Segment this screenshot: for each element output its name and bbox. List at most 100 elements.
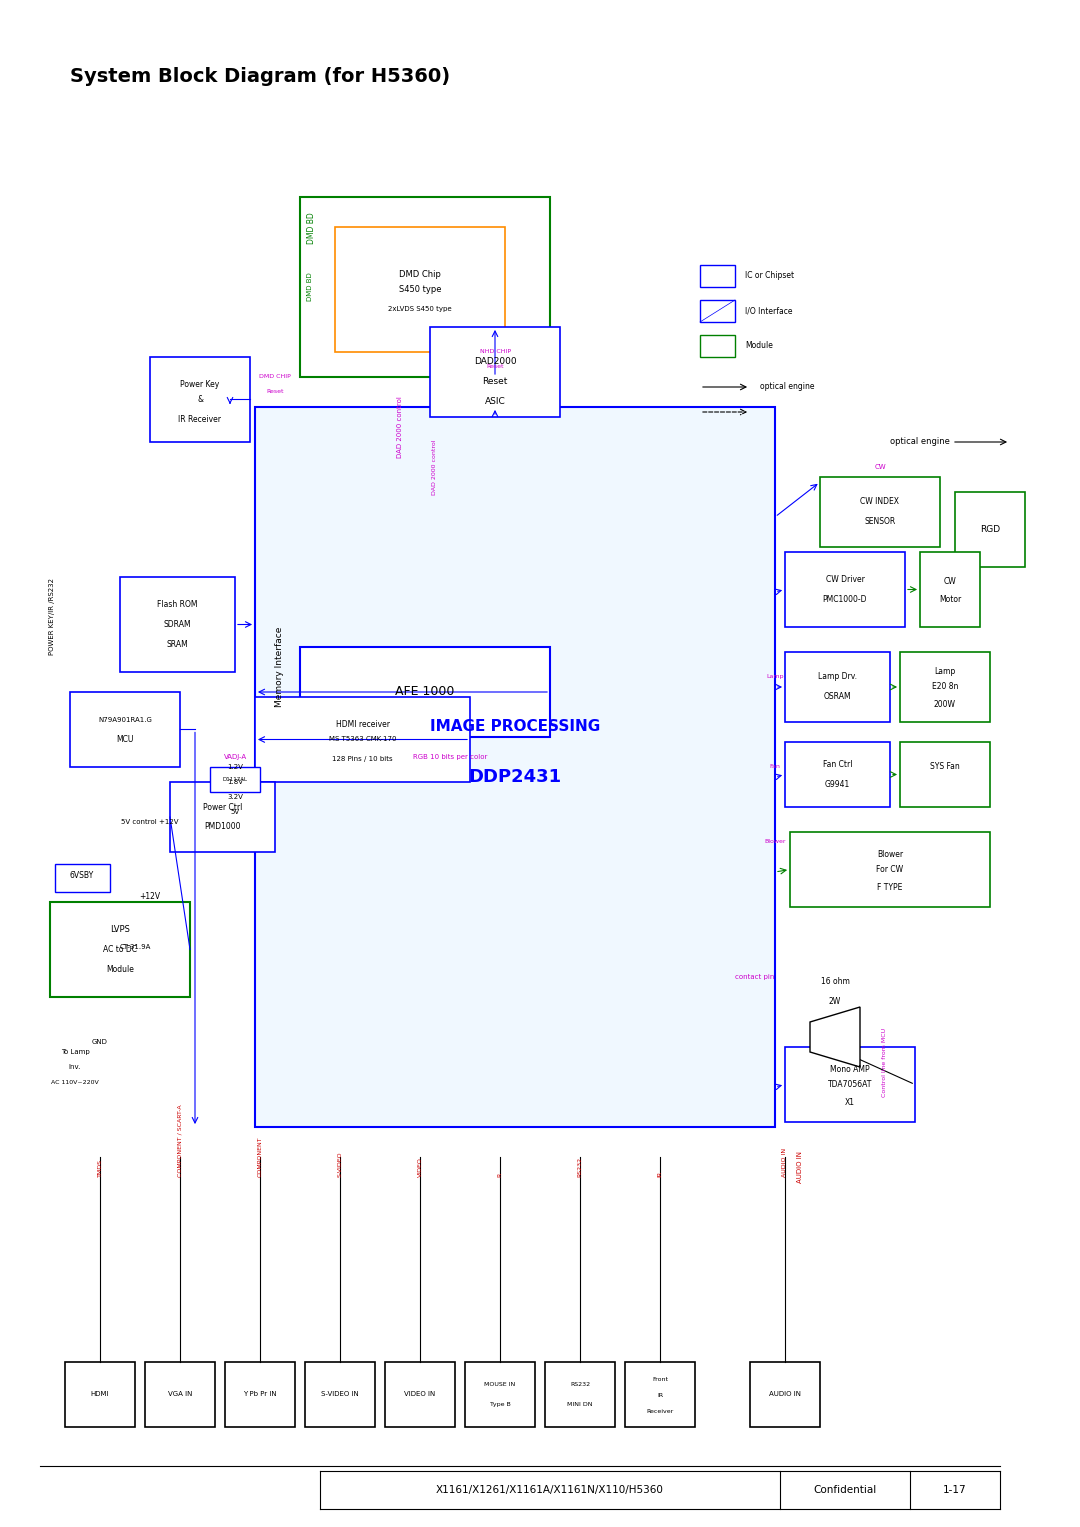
Text: AFE 1000: AFE 1000: [395, 686, 455, 698]
Text: NHD CHIP: NHD CHIP: [480, 350, 511, 354]
Text: TDA7056AT: TDA7056AT: [827, 1080, 873, 1089]
Text: Blower: Blower: [877, 851, 903, 860]
Text: &: &: [197, 395, 203, 405]
Text: VGA IN: VGA IN: [167, 1391, 192, 1397]
Text: Fan: Fan: [770, 765, 781, 770]
Text: AC to DC: AC to DC: [103, 945, 137, 954]
Text: E20 8n: E20 8n: [932, 683, 958, 692]
Text: For CW: For CW: [877, 864, 904, 873]
Text: Motor: Motor: [939, 596, 961, 605]
Text: Mono AMP: Mono AMP: [831, 1064, 869, 1073]
Text: Receiver: Receiver: [646, 1409, 674, 1414]
Text: Lamp: Lamp: [766, 675, 784, 680]
Text: Flash ROM: Flash ROM: [158, 600, 198, 609]
FancyBboxPatch shape: [545, 1362, 615, 1428]
Text: OSRAM: OSRAM: [824, 693, 851, 701]
Text: MS T5363 CMK-170: MS T5363 CMK-170: [328, 736, 396, 742]
Text: AUDIO IN: AUDIO IN: [783, 1148, 787, 1177]
Text: VIDEO: VIDEO: [418, 1157, 422, 1177]
Text: SDRAM: SDRAM: [164, 620, 191, 629]
Text: POWER KEY/IR /RS232: POWER KEY/IR /RS232: [49, 579, 55, 655]
Text: F TYPE: F TYPE: [877, 883, 903, 892]
FancyBboxPatch shape: [225, 1362, 295, 1428]
FancyBboxPatch shape: [145, 1362, 215, 1428]
FancyBboxPatch shape: [55, 864, 110, 892]
Text: SYS Fan: SYS Fan: [930, 762, 960, 771]
Text: CW: CW: [944, 577, 957, 586]
Text: DMD CHIP: DMD CHIP: [259, 374, 291, 380]
Text: Power Key: Power Key: [180, 380, 219, 389]
FancyBboxPatch shape: [820, 476, 940, 547]
Text: Blower: Blower: [765, 840, 786, 844]
Text: 1.8V: 1.8V: [227, 779, 243, 785]
Text: CW INDEX: CW INDEX: [861, 498, 900, 507]
Text: R: R: [498, 1173, 502, 1177]
Polygon shape: [810, 1006, 860, 1067]
Text: 3.2V: 3.2V: [227, 794, 243, 800]
Text: RGB 10 bits per color: RGB 10 bits per color: [413, 754, 487, 760]
Text: IR: IR: [658, 1171, 662, 1177]
Text: 2xLVDS S450 type: 2xLVDS S450 type: [388, 307, 451, 313]
Text: GND: GND: [92, 1038, 108, 1044]
FancyBboxPatch shape: [305, 1362, 375, 1428]
Text: DAD2000: DAD2000: [474, 357, 516, 366]
Text: Module: Module: [745, 342, 773, 351]
Text: DMD BD: DMD BD: [307, 273, 313, 301]
FancyBboxPatch shape: [785, 1048, 915, 1122]
Text: CT-31.9A: CT-31.9A: [119, 944, 151, 950]
Text: X1: X1: [845, 1098, 855, 1107]
Text: optical engine: optical engine: [890, 438, 950, 446]
Text: Inv.: Inv.: [69, 1064, 81, 1070]
FancyBboxPatch shape: [700, 266, 735, 287]
Text: COMPONENT: COMPONENT: [257, 1136, 262, 1177]
Text: 6VSBY: 6VSBY: [70, 870, 94, 880]
FancyBboxPatch shape: [785, 652, 890, 722]
Text: Control line from MCU: Control line from MCU: [882, 1028, 888, 1096]
FancyBboxPatch shape: [300, 647, 550, 738]
Text: COMPONENT / SCART-A: COMPONENT / SCART-A: [177, 1104, 183, 1177]
Text: Front: Front: [652, 1377, 669, 1382]
Text: CW Driver: CW Driver: [825, 576, 864, 583]
FancyBboxPatch shape: [920, 551, 980, 628]
Text: DAD 2000 control: DAD 2000 control: [397, 395, 403, 458]
Text: MCU: MCU: [117, 734, 134, 744]
Text: CW: CW: [874, 464, 886, 470]
Text: To Lamp: To Lamp: [60, 1049, 90, 1055]
Text: 5V: 5V: [230, 809, 240, 815]
Text: Lamp Drv.: Lamp Drv.: [818, 672, 858, 681]
Text: Reset: Reset: [486, 365, 503, 370]
Text: Type B: Type B: [489, 1402, 511, 1406]
Text: PMC1000-D: PMC1000-D: [823, 596, 867, 605]
Text: Fan Ctrl: Fan Ctrl: [823, 760, 852, 770]
Text: S450 type: S450 type: [399, 286, 442, 295]
Text: SENSOR: SENSOR: [864, 518, 895, 527]
Text: DMD Chip: DMD Chip: [400, 270, 441, 279]
FancyBboxPatch shape: [750, 1362, 820, 1428]
Text: Reset: Reset: [483, 377, 508, 386]
FancyBboxPatch shape: [465, 1362, 535, 1428]
Text: IMAGE PROCESSING: IMAGE PROCESSING: [430, 719, 600, 734]
FancyBboxPatch shape: [65, 1362, 135, 1428]
Text: optical engine: optical engine: [760, 382, 814, 391]
FancyBboxPatch shape: [785, 742, 890, 806]
Text: 1-17: 1-17: [943, 1484, 967, 1495]
Text: 128 Pins / 10 bits: 128 Pins / 10 bits: [333, 756, 393, 762]
Text: +12V: +12V: [139, 892, 161, 901]
Text: MINI DN: MINI DN: [567, 1402, 593, 1406]
FancyBboxPatch shape: [300, 197, 550, 377]
FancyBboxPatch shape: [789, 832, 990, 907]
Text: 2W: 2W: [828, 997, 841, 1006]
Text: RS232: RS232: [570, 1382, 590, 1387]
Text: Power Ctrl: Power Ctrl: [203, 803, 242, 811]
Text: N79A901RA1.G: N79A901RA1.G: [98, 716, 152, 722]
FancyBboxPatch shape: [255, 696, 470, 782]
FancyBboxPatch shape: [384, 1362, 455, 1428]
Text: ASIC: ASIC: [485, 397, 505, 406]
FancyBboxPatch shape: [700, 334, 735, 357]
Text: Module: Module: [106, 965, 134, 974]
Text: RGD: RGD: [980, 525, 1000, 534]
FancyBboxPatch shape: [170, 782, 275, 852]
Text: I/O Interface: I/O Interface: [745, 307, 793, 316]
FancyBboxPatch shape: [785, 551, 905, 628]
Text: AUDIO IN: AUDIO IN: [769, 1391, 801, 1397]
